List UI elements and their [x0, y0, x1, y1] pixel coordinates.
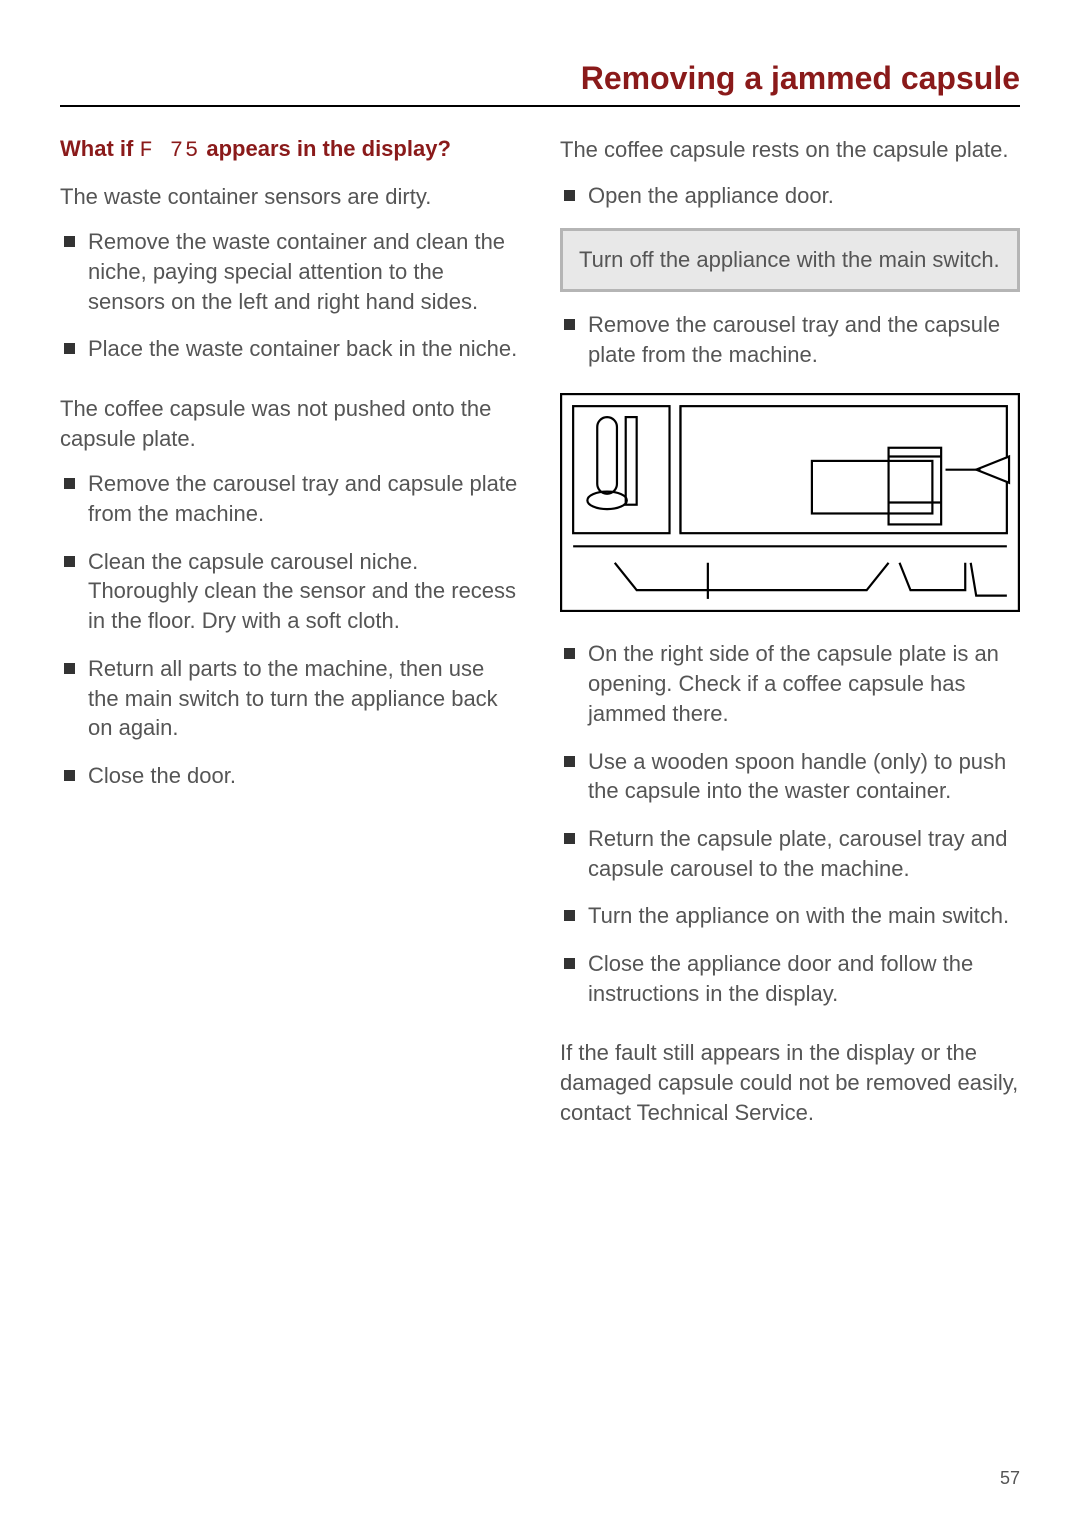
right-list-top: Open the appliance door. — [560, 181, 1020, 211]
right-list-mid: Remove the carousel tray and the capsule… — [560, 310, 1020, 369]
section-heading-f75: What if F 75 appears in the display? — [60, 135, 520, 166]
list-item: Remove the waste container and clean the… — [60, 227, 520, 316]
list-item: Return the capsule plate, carousel tray … — [560, 824, 1020, 883]
page-title: Removing a jammed capsule — [60, 60, 1020, 107]
list-item: Place the waste container back in the ni… — [60, 334, 520, 364]
notice-box: Turn off the appliance with the main swi… — [560, 228, 1020, 292]
left-column: What if F 75 appears in the display? The… — [60, 135, 520, 1143]
list-item: On the right side of the capsule plate i… — [560, 639, 1020, 728]
left-list-1: Remove the waste container and clean the… — [60, 227, 520, 364]
right-outro: If the fault still appears in the displa… — [560, 1038, 1020, 1127]
page-number: 57 — [1000, 1468, 1020, 1489]
capsule-plate-diagram — [560, 393, 1020, 612]
list-item: Turn the appliance on with the main swit… — [560, 901, 1020, 931]
right-column: The coffee capsule rests on the capsule … — [560, 135, 1020, 1143]
list-item: Remove the carousel tray and capsule pla… — [60, 469, 520, 528]
left-intro-2: The coffee capsule was not pushed onto t… — [60, 394, 520, 453]
left-list-2: Remove the carousel tray and capsule pla… — [60, 469, 520, 790]
content-columns: What if F 75 appears in the display? The… — [60, 135, 1020, 1143]
list-item: Close the appliance door and follow the … — [560, 949, 1020, 1008]
list-item: Open the appliance door. — [560, 181, 1020, 211]
heading-code: F 75 — [139, 138, 200, 163]
list-item: Return all parts to the machine, then us… — [60, 654, 520, 743]
heading-prefix: What if — [60, 136, 139, 161]
list-item: Use a wooden spoon handle (only) to push… — [560, 747, 1020, 806]
heading-suffix: appears in the display? — [200, 136, 451, 161]
list-item: Remove the carousel tray and the capsule… — [560, 310, 1020, 369]
left-intro-1: The waste container sensors are dirty. — [60, 182, 520, 212]
list-item: Clean the capsule carousel niche. Thorou… — [60, 547, 520, 636]
list-item: Close the door. — [60, 761, 520, 791]
right-list-bottom: On the right side of the capsule plate i… — [560, 639, 1020, 1008]
right-intro: The coffee capsule rests on the capsule … — [560, 135, 1020, 165]
